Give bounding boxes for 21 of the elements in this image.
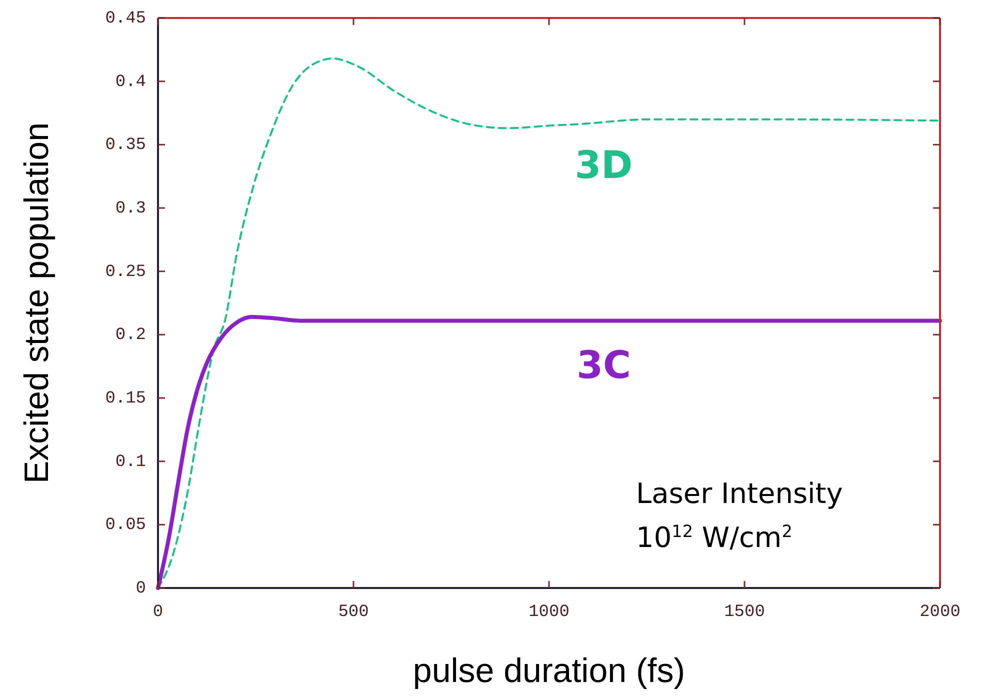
- y-tick-label: 0.4: [115, 72, 146, 92]
- annotation: 10$^{12}$ W/cm$^{2}$: [636, 521, 792, 554]
- y-tick-label: 0: [136, 579, 146, 598]
- y-tick-label: 0.2: [115, 326, 146, 346]
- y-tick-label: 0.45: [105, 9, 146, 28]
- y-tick-label: 0.25: [105, 262, 146, 282]
- series-label: 3D: [574, 142, 633, 187]
- x-tick-label: 2000: [920, 603, 960, 622]
- y-tick-label: 0.35: [105, 136, 146, 156]
- x-tick-label: 0: [152, 603, 164, 622]
- x-tick-label: 1500: [724, 603, 765, 622]
- x-axis-title: pulse duration (fs): [412, 652, 686, 690]
- y-tick-label: 0.15: [105, 389, 146, 408]
- y-tick-label: 0.1: [115, 452, 146, 472]
- y-axis-title: Excited state population: [18, 122, 56, 484]
- y-tick-label: 0.3: [115, 199, 146, 218]
- annotation: Laser Intensity: [636, 477, 843, 510]
- x-tick-label: 1000: [528, 603, 570, 622]
- series-label: 3C: [576, 343, 631, 388]
- y-tick-label: 0.05: [105, 516, 146, 536]
- x-tick-label: 500: [338, 603, 369, 622]
